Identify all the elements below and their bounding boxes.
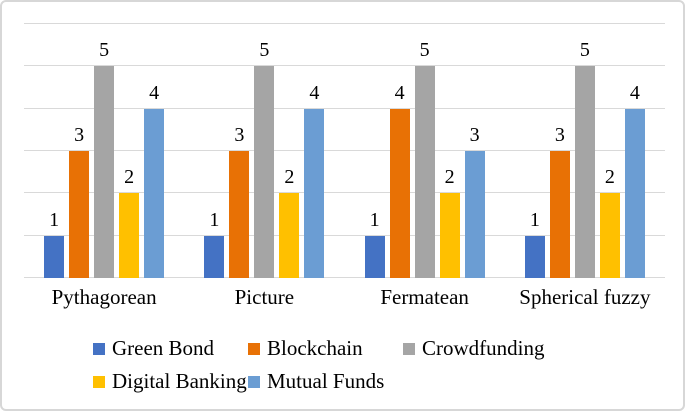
bar-column: 2 [599, 24, 620, 278]
bar-value-label: 5 [99, 39, 110, 62]
gridline [24, 65, 665, 67]
bar [144, 108, 165, 278]
bar-column: 3 [549, 24, 570, 278]
legend-label: Green Bond [112, 336, 215, 360]
bar [364, 235, 385, 278]
bar-value-label: 5 [579, 39, 590, 62]
bar [524, 235, 545, 278]
legend-item: Mutual Funds [248, 371, 403, 392]
bar-value-label: 2 [284, 166, 295, 189]
bar-value-label: 4 [149, 81, 160, 104]
bar-column: 4 [144, 24, 165, 278]
bar-column: 2 [279, 24, 300, 278]
bar-column: 5 [254, 24, 275, 278]
legend-swatch-icon [248, 375, 260, 388]
bar-column: 2 [439, 24, 460, 278]
bar-value-label: 5 [419, 39, 430, 62]
bar-column: 3 [69, 24, 90, 278]
bar [304, 108, 325, 278]
legend-label: Digital Banking [112, 369, 247, 393]
bar [279, 193, 300, 278]
legend-label: Blockchain [267, 336, 363, 360]
gridline [24, 192, 665, 194]
bar-column: 4 [624, 24, 645, 278]
bar [94, 66, 115, 278]
bar [574, 66, 595, 278]
category-label: Pythagorean [51, 285, 157, 309]
bar-column: 1 [524, 24, 545, 278]
gridline [24, 234, 665, 236]
bar-column: 2 [119, 24, 140, 278]
legend-label: Mutual Funds [267, 369, 385, 393]
bar-value-label: 2 [604, 166, 615, 189]
legend-item: Crowdfunding [403, 338, 558, 359]
category-label: Picture [234, 285, 295, 309]
bar-column: 1 [364, 24, 385, 278]
bar-column: 3 [229, 24, 250, 278]
bar-column: 3 [464, 24, 485, 278]
legend-row: Green Bond Blockchain Crowdfunding [93, 332, 558, 365]
category-axis: Pythagorean Picture Fermatean Spherical fuz… [24, 285, 665, 309]
bar-group: 1 3 5 2 4 [184, 24, 344, 278]
legend-item: Blockchain [248, 338, 403, 359]
bar [119, 193, 140, 278]
bar-group: 1 3 5 2 4 [505, 24, 665, 278]
bar [439, 193, 460, 278]
bar-value-label: 5 [259, 39, 270, 62]
bar-value-label: 2 [124, 166, 135, 189]
bar-column: 5 [574, 24, 595, 278]
bar-value-label: 2 [444, 166, 455, 189]
bar-value-label: 1 [529, 208, 540, 231]
bar [414, 66, 435, 278]
legend-swatch-icon [93, 375, 105, 388]
bar-group: 1 3 5 2 4 [24, 24, 184, 278]
bar-column: 1 [204, 24, 225, 278]
bar-column: 5 [94, 24, 115, 278]
bar [44, 235, 65, 278]
category-label: Fermatean [380, 285, 469, 309]
bar-value-label: 4 [394, 81, 405, 104]
category-label: Spherical fuzzy [519, 285, 651, 309]
legend-label: Crowdfunding [422, 336, 545, 360]
legend-item: Digital Banking [93, 371, 248, 392]
bar-value-label: 1 [369, 208, 380, 231]
gridline [24, 107, 665, 109]
bar-column: 4 [389, 24, 410, 278]
bar [599, 193, 620, 278]
bar [624, 108, 645, 278]
gridline [24, 277, 665, 278]
gridline [24, 150, 665, 151]
bar-column: 5 [414, 24, 435, 278]
legend-swatch-icon [403, 342, 415, 355]
bar [464, 151, 485, 278]
bar-value-label: 4 [309, 81, 320, 104]
bar-column: 1 [44, 24, 65, 278]
bar [389, 108, 410, 278]
legend-row: Digital Banking Mutual Funds [93, 365, 558, 398]
bar [204, 235, 225, 278]
legend-swatch-icon [93, 342, 105, 355]
legend: Green Bond Blockchain Crowdfunding Digital … [93, 332, 558, 398]
bar-column: 4 [304, 24, 325, 278]
bar [69, 151, 90, 278]
bar-value-label: 1 [209, 208, 220, 231]
bar-value-label: 3 [74, 124, 85, 146]
bar-value-label: 3 [234, 124, 245, 146]
gridline [24, 23, 665, 24]
legend-item: Green Bond [93, 338, 248, 359]
bar-value-label: 4 [629, 81, 640, 104]
bar [549, 151, 570, 278]
bar [229, 151, 250, 278]
bar-value-label: 1 [49, 208, 60, 231]
bar-value-label: 3 [469, 124, 480, 146]
bar [254, 66, 275, 278]
bar-value-label: 3 [554, 124, 565, 146]
legend-swatch-icon [248, 342, 260, 355]
